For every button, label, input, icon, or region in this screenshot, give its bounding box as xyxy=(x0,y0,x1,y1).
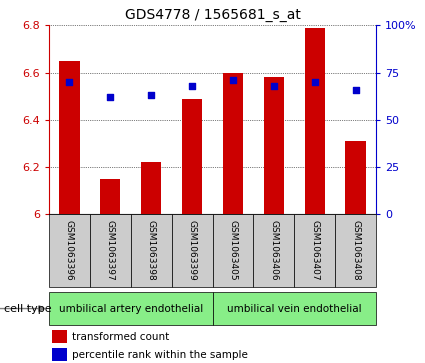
Bar xyxy=(172,214,212,287)
Point xyxy=(312,79,318,85)
Bar xyxy=(294,214,335,287)
Title: GDS4778 / 1565681_s_at: GDS4778 / 1565681_s_at xyxy=(125,8,300,22)
Point xyxy=(107,94,113,100)
Bar xyxy=(305,28,325,214)
Point xyxy=(352,87,359,93)
Text: GSM1063399: GSM1063399 xyxy=(187,220,196,281)
Text: GSM1063398: GSM1063398 xyxy=(147,220,156,281)
Bar xyxy=(49,214,90,287)
Point xyxy=(270,83,277,89)
Text: percentile rank within the sample: percentile rank within the sample xyxy=(72,350,248,360)
Bar xyxy=(346,141,366,214)
Point xyxy=(189,83,196,89)
Bar xyxy=(212,214,253,287)
Text: umbilical artery endothelial: umbilical artery endothelial xyxy=(59,303,203,314)
Text: transformed count: transformed count xyxy=(72,332,169,342)
Text: umbilical vein endothelial: umbilical vein endothelial xyxy=(227,303,362,314)
Bar xyxy=(131,214,172,287)
Text: GSM1063397: GSM1063397 xyxy=(106,220,115,281)
Text: GSM1063396: GSM1063396 xyxy=(65,220,74,281)
Bar xyxy=(212,292,376,325)
Bar xyxy=(223,73,243,214)
Bar xyxy=(90,214,131,287)
Bar xyxy=(59,61,79,214)
Bar xyxy=(100,179,120,214)
Bar xyxy=(182,99,202,214)
Text: GSM1063405: GSM1063405 xyxy=(229,220,238,281)
Text: cell type: cell type xyxy=(4,303,52,314)
Bar xyxy=(335,214,376,287)
Point xyxy=(148,92,155,98)
Bar xyxy=(253,214,294,287)
Point xyxy=(66,79,73,85)
Text: GSM1063407: GSM1063407 xyxy=(310,220,319,281)
Point xyxy=(230,77,236,83)
Text: GSM1063406: GSM1063406 xyxy=(269,220,278,281)
Bar xyxy=(49,292,212,325)
Bar xyxy=(52,348,67,361)
Bar xyxy=(264,77,284,214)
Bar xyxy=(52,330,67,343)
Text: GSM1063408: GSM1063408 xyxy=(351,220,360,281)
Bar xyxy=(141,162,162,214)
